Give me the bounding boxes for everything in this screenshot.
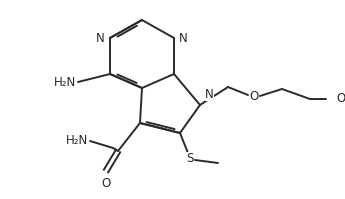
Text: H₂N: H₂N (66, 135, 88, 147)
Text: N: N (179, 31, 188, 45)
Text: O: O (101, 177, 111, 190)
Text: N: N (205, 88, 214, 101)
Text: S: S (186, 151, 194, 165)
Text: H₂N: H₂N (54, 75, 76, 89)
Text: OH: OH (336, 93, 345, 105)
Text: O: O (249, 91, 259, 103)
Text: N: N (96, 31, 105, 45)
